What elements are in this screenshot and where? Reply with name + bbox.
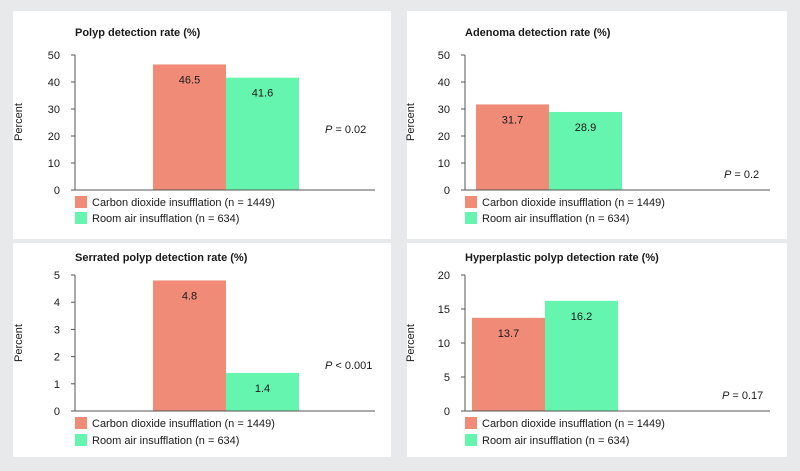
legend-label: Room air insufflation (n = 634) xyxy=(92,213,239,225)
legend-swatch xyxy=(75,196,87,208)
y-tick-label: 5 xyxy=(54,270,60,282)
y-tick-label: 3 xyxy=(54,324,60,336)
legend-label: Carbon dioxide insufflation (n = 1449) xyxy=(92,197,275,209)
bar-room-air xyxy=(545,300,618,411)
bar-carbon-dioxide xyxy=(153,64,226,190)
y-axis-label: Percent xyxy=(405,103,417,141)
chart-title: Serrated polyp detection rate (%) xyxy=(75,252,248,264)
y-tick-label: 40 xyxy=(438,77,450,89)
legend-label: Room air insufflation (n = 634) xyxy=(482,435,629,447)
y-tick-label: 10 xyxy=(438,158,450,170)
y-tick-label: 20 xyxy=(438,131,450,143)
bar-value-label: 41.6 xyxy=(252,88,273,100)
bar-value-label: 13.7 xyxy=(498,328,519,340)
legend-swatch xyxy=(75,212,87,224)
p-value-annotation: P = 0.02 xyxy=(325,124,366,136)
chart-panel-3: Serrated polyp detection rate (%) Percent… xyxy=(13,243,391,457)
legend-label: Carbon dioxide insufflation (n = 1449) xyxy=(92,418,275,430)
y-axis-label: Percent xyxy=(13,103,25,141)
y-tick-label: 10 xyxy=(48,158,60,170)
chart-panel-1: Polyp detection rate (%) Percent 46.5 41.6 0… xyxy=(13,11,391,239)
p-value-annotation: P < 0.001 xyxy=(325,360,372,372)
chart-panel-2: Adenoma detection rate (%) Percent 31.7 28.… xyxy=(405,11,787,239)
y-tick-label: 20 xyxy=(48,131,60,143)
legend-swatch xyxy=(75,434,87,446)
legend-swatch xyxy=(465,196,477,208)
y-tick-label: 50 xyxy=(438,50,450,62)
chart-title: Adenoma detection rate (%) xyxy=(465,27,611,39)
chart-title: Hyperplastic polyp detection rate (%) xyxy=(465,252,659,264)
legend-swatch xyxy=(75,417,87,429)
bar-carbon-dioxide xyxy=(153,280,226,411)
bar-value-label: 1.4 xyxy=(255,383,270,395)
bar-room-air xyxy=(226,77,299,190)
legend-label: Room air insufflation (n = 634) xyxy=(92,435,239,447)
bar-value-label: 4.8 xyxy=(182,290,197,302)
y-tick-label: 1 xyxy=(54,379,60,391)
legend-swatch xyxy=(465,212,477,224)
bar-room-air xyxy=(549,111,622,190)
legend: Carbon dioxide insufflation (n = 1449) Ro… xyxy=(465,417,665,447)
y-tick-label: 0 xyxy=(54,185,60,197)
chart-title: Polyp detection rate (%) xyxy=(75,27,201,39)
bar-value-label: 46.5 xyxy=(179,74,200,86)
legend-label: Room air insufflation (n = 634) xyxy=(482,213,629,225)
legend: Carbon dioxide insufflation (n = 1449) Ro… xyxy=(465,196,665,225)
y-tick-label: 30 xyxy=(438,104,450,116)
legend: Carbon dioxide insufflation (n = 1449) Ro… xyxy=(75,196,275,225)
legend-label: Carbon dioxide insufflation (n = 1449) xyxy=(482,418,665,430)
y-tick-label: 30 xyxy=(48,104,60,116)
y-tick-label: 10 xyxy=(438,338,450,350)
chart-panel-4: Hyperplastic polyp detection rate (%) Per… xyxy=(405,243,787,457)
y-tick-label: 15 xyxy=(438,304,450,316)
y-tick-label: 0 xyxy=(444,406,450,418)
y-tick-label: 5 xyxy=(444,372,450,384)
legend: Carbon dioxide insufflation (n = 1449) Ro… xyxy=(75,417,275,447)
y-tick-label: 50 xyxy=(48,50,60,62)
y-tick-label: 4 xyxy=(54,297,60,309)
bar-value-label: 31.7 xyxy=(502,114,523,126)
y-tick-label: 0 xyxy=(54,406,60,418)
y-axis-label: Percent xyxy=(13,324,25,362)
p-value-annotation: P = 0.2 xyxy=(724,169,759,181)
y-tick-label: 0 xyxy=(444,185,450,197)
bar-value-label: 28.9 xyxy=(575,122,596,134)
legend-swatch xyxy=(465,417,477,429)
bar-room-air xyxy=(226,372,299,411)
legend-label: Carbon dioxide insufflation (n = 1449) xyxy=(482,197,665,209)
bar-carbon-dioxide xyxy=(476,104,549,190)
bar-value-label: 16.2 xyxy=(571,311,592,323)
y-axis-label: Percent xyxy=(405,324,417,362)
y-tick-label: 2 xyxy=(54,352,60,364)
legend-swatch xyxy=(465,434,477,446)
bar-carbon-dioxide xyxy=(472,317,545,411)
y-tick-label: 40 xyxy=(48,77,60,89)
y-tick-label: 20 xyxy=(438,270,450,282)
p-value-annotation: P = 0.17 xyxy=(722,390,763,402)
